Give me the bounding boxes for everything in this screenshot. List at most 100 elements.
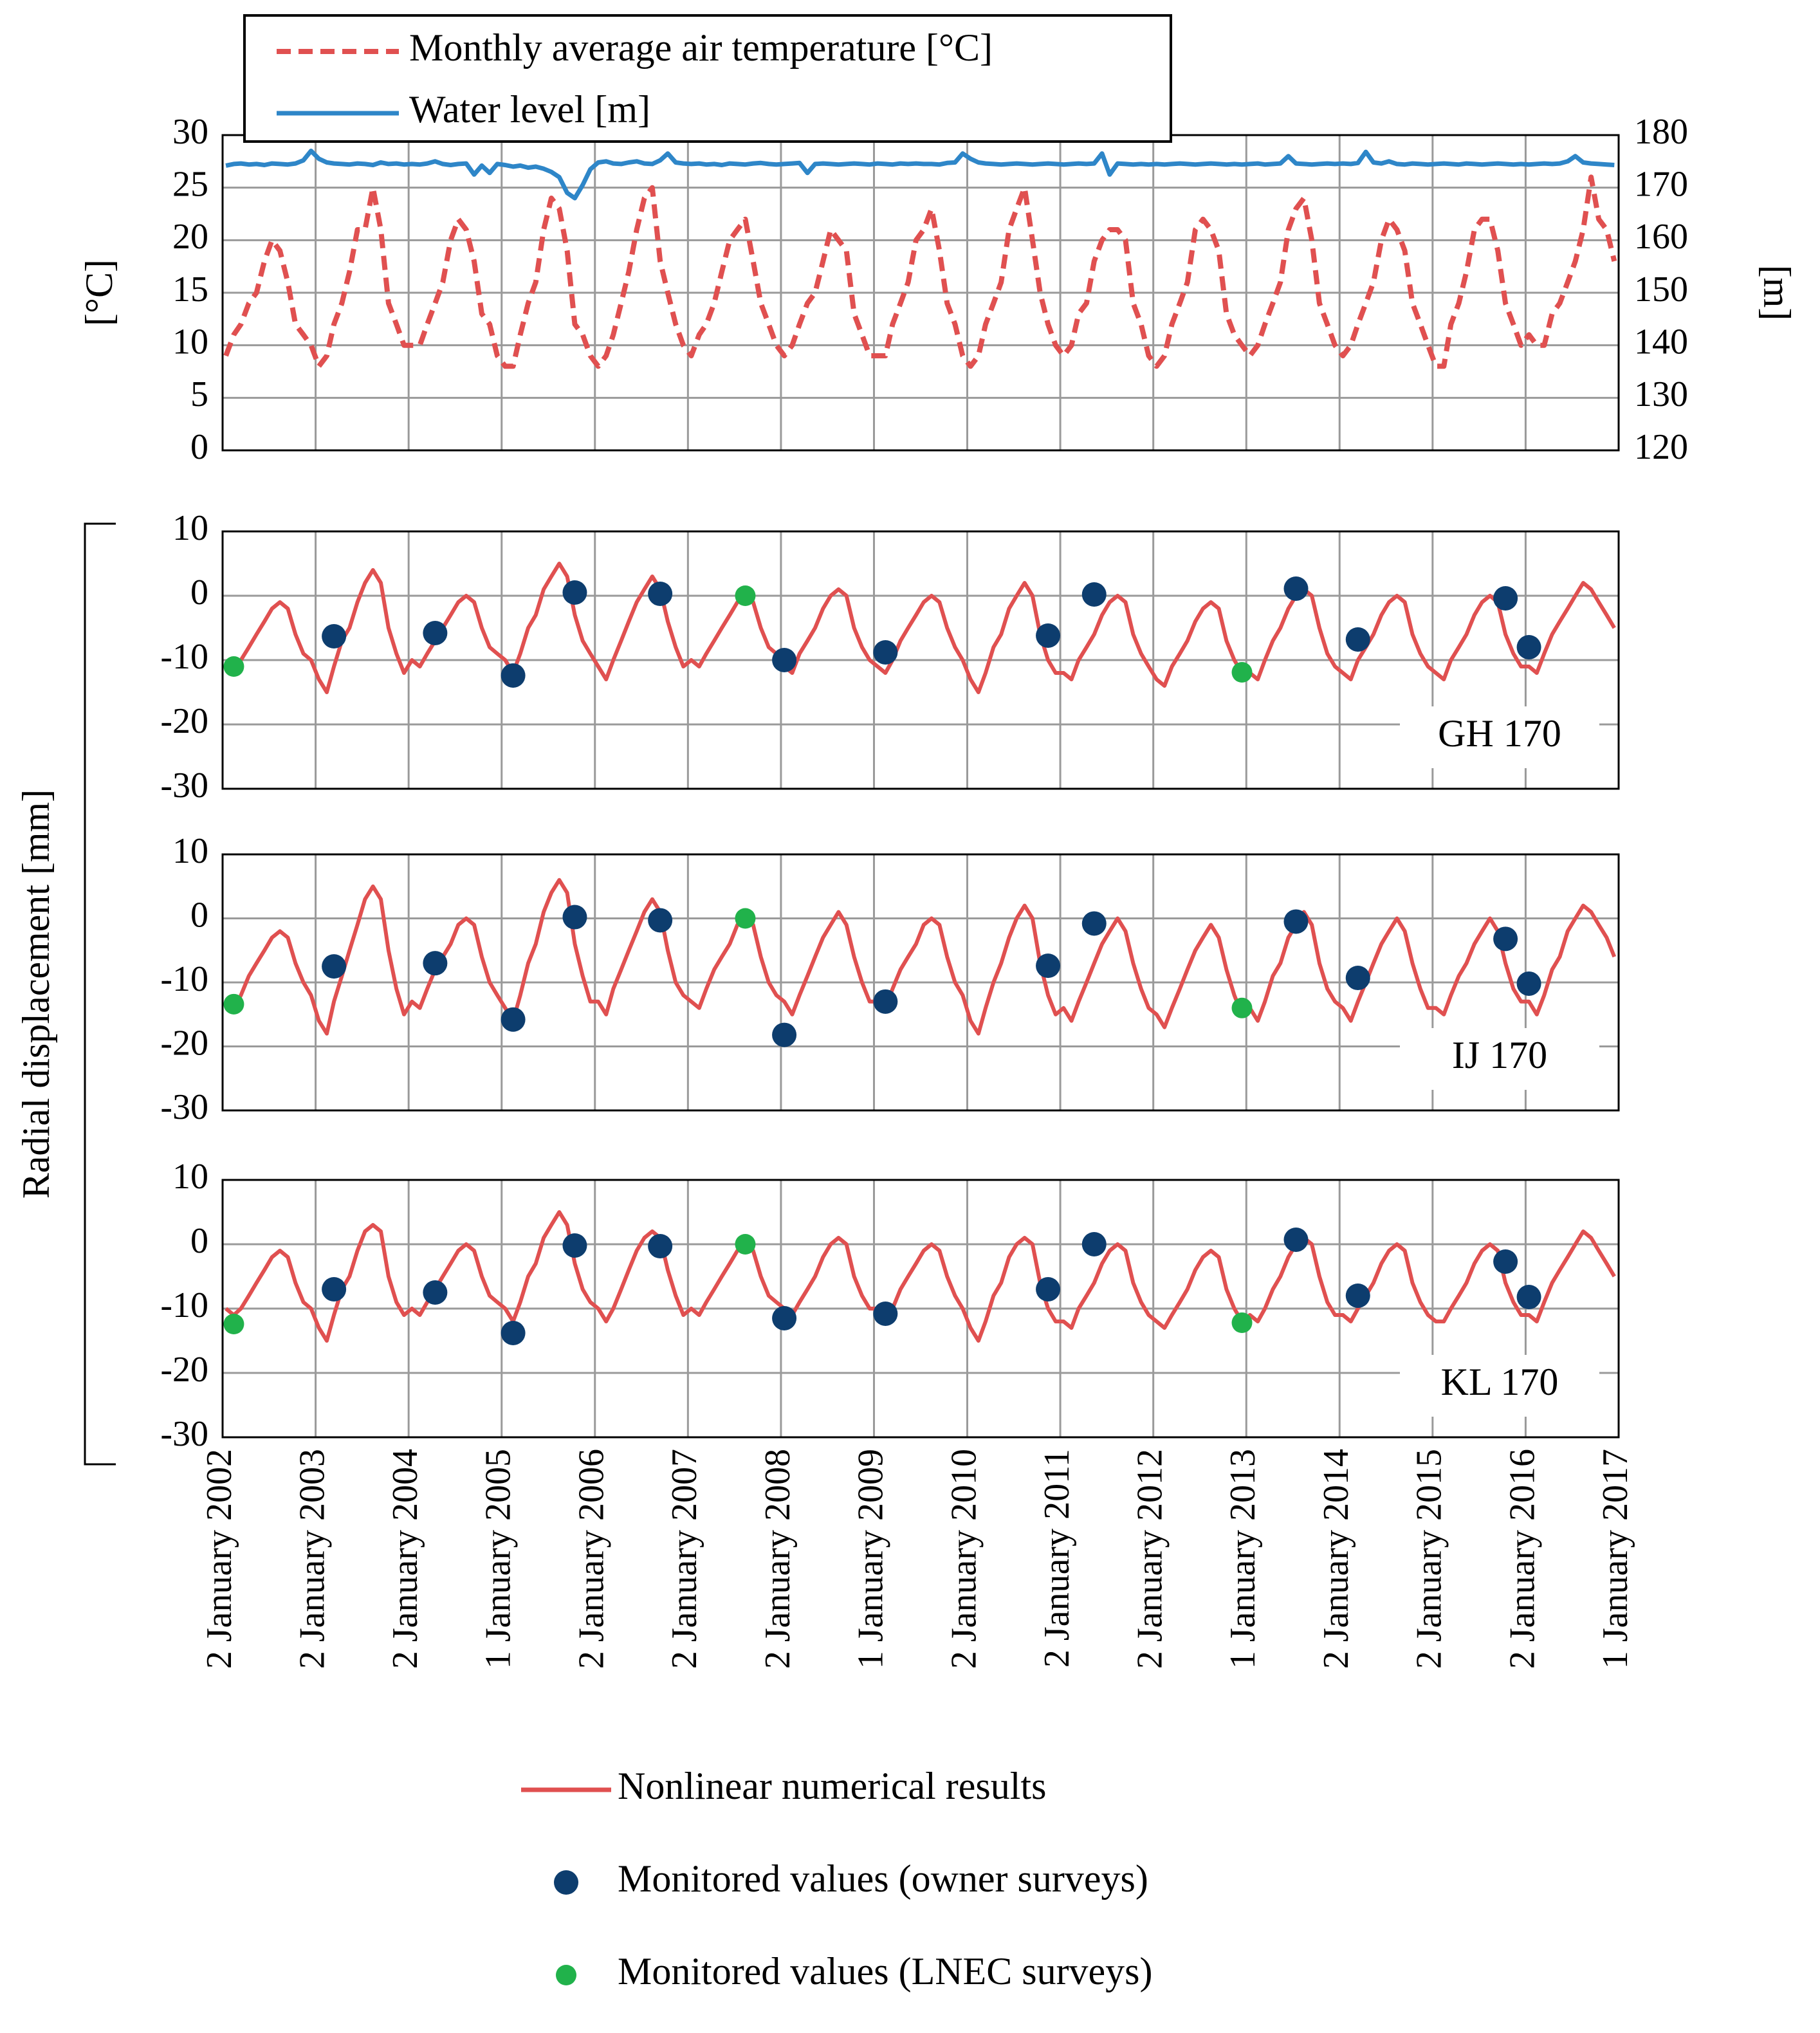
monitored-point (1231, 997, 1253, 1018)
monitored-point (648, 908, 673, 933)
plot-frame (221, 530, 1620, 790)
monitored-point (322, 624, 347, 649)
y2-tick-label: 180 (1634, 112, 1688, 152)
y-tick-label: -10 (160, 1285, 208, 1325)
y-tick-label: -30 (160, 1414, 208, 1454)
y-tick-label: 20 (172, 217, 208, 257)
legend-label: Water level [m] (409, 88, 650, 131)
monitored-point (1231, 1312, 1253, 1333)
legend-swatch (554, 1870, 578, 1895)
x-tick-label: 2 January 2002 (199, 1449, 239, 1669)
monitored-point (1493, 586, 1518, 611)
x-tick-label: 1 January 2005 (479, 1449, 519, 1669)
series-line (223, 174, 1617, 369)
y2-tick-label: 160 (1634, 217, 1688, 257)
monitored-point (223, 993, 244, 1015)
monitored-point (1081, 1232, 1107, 1256)
y-tick-label: -30 (160, 766, 208, 805)
x-tick-label: 2 January 2014 (1316, 1449, 1356, 1669)
plot-frame (221, 1179, 1620, 1439)
monitored-point (1283, 576, 1309, 601)
x-tick-label: 1 January 2009 (850, 1449, 890, 1669)
monitored-point (1516, 971, 1541, 996)
monitored-point (873, 989, 898, 1014)
legend-label: Nonlinear numerical results (618, 1765, 1046, 1807)
x-tick-label: 2 January 2008 (758, 1449, 798, 1669)
monitored-point (423, 951, 448, 976)
monitored-point (1036, 953, 1061, 979)
y2-tick-label: 150 (1634, 270, 1688, 309)
monitored-point (1516, 635, 1541, 659)
y-tick-label: -30 (160, 1087, 208, 1127)
monitored-point (501, 663, 526, 688)
monitored-point (1231, 662, 1253, 683)
monitored-point (1516, 1285, 1541, 1309)
x-tick-label: 1 January 2017 (1595, 1449, 1635, 1669)
x-tick-label: 2 January 2011 (1037, 1449, 1077, 1668)
y-tick-label: -20 (160, 1023, 208, 1063)
y2-tick-label: 130 (1634, 374, 1688, 414)
model-line (225, 878, 1617, 1036)
monitored-point (648, 1234, 673, 1258)
shared-y-label: Radial displacement [mm] (15, 789, 57, 1199)
monitored-point (1493, 1249, 1518, 1274)
y-tick-label: 0 (190, 895, 208, 935)
y-tick-label: 10 (172, 322, 208, 362)
panel-label: KL 170 (1441, 1361, 1559, 1403)
x-tick-label: 2 January 2007 (665, 1449, 704, 1669)
monitored-point (1036, 623, 1061, 648)
monitored-point (648, 582, 673, 606)
monitored-point (1036, 1277, 1061, 1302)
monitored-point (1081, 582, 1107, 607)
y-tick-label: -10 (160, 637, 208, 677)
x-tick-label: 2 January 2006 (572, 1449, 612, 1669)
y-tick-label: 25 (172, 165, 208, 205)
plot-frame (221, 853, 1620, 1112)
y-axis-label: [°C] (78, 259, 120, 326)
y-tick-label: -20 (160, 701, 208, 741)
monitored-point (562, 580, 587, 605)
monitored-point (735, 585, 756, 606)
legend-label: Monthly average air temperature [°C] (409, 26, 993, 69)
monitored-point (1345, 1283, 1370, 1308)
y-tick-label: 10 (172, 508, 208, 548)
monitored-point (223, 656, 244, 677)
legend-label: Monitored values (owner surveys) (618, 1857, 1148, 1900)
model-line (225, 1210, 1616, 1343)
monitored-point (562, 1233, 587, 1258)
monitored-point (873, 1302, 898, 1326)
panel-label: GH 170 (1438, 712, 1561, 755)
y-tick-label: 30 (172, 112, 208, 152)
monitored-point (1283, 909, 1309, 934)
model-line (225, 562, 1616, 694)
bracket (84, 522, 116, 1466)
monitored-point (1493, 926, 1518, 952)
monitored-point (1345, 627, 1370, 652)
monitored-point (423, 1280, 448, 1305)
y-tick-label: 0 (190, 1221, 208, 1261)
series-line (225, 149, 1615, 201)
monitored-point (1081, 911, 1107, 936)
monitored-point (501, 1321, 526, 1345)
monitored-point (501, 1007, 526, 1032)
y-tick-label: 15 (172, 270, 208, 309)
monitored-point (562, 905, 587, 930)
monitored-point (322, 954, 347, 979)
y-tick-label: 5 (190, 374, 208, 414)
legend-swatch (556, 1965, 576, 1985)
x-tick-label: 2 January 2010 (944, 1449, 984, 1669)
x-tick-label: 2 January 2015 (1410, 1449, 1449, 1669)
y-tick-label: -20 (160, 1350, 208, 1390)
y-tick-label: -10 (160, 959, 208, 999)
monitored-point (423, 621, 448, 645)
monitored-point (735, 1234, 756, 1255)
y-tick-label: 10 (172, 1157, 208, 1197)
monitored-point (772, 1306, 797, 1330)
y2-axis-label: [m] (1756, 265, 1798, 321)
x-tick-label: 2 January 2016 (1502, 1449, 1542, 1669)
x-tick-label: 2 January 2004 (385, 1449, 425, 1669)
y-tick-label: 0 (190, 573, 208, 612)
y-tick-label: 0 (190, 427, 208, 467)
